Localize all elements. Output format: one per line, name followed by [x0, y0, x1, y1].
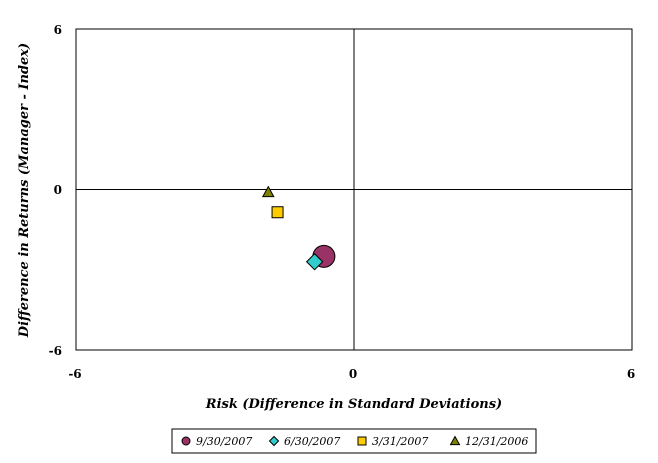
legend-label: 12/31/2006: [465, 435, 528, 448]
legend-marker-circle: [181, 436, 191, 446]
legend-label: 6/30/2007: [284, 435, 340, 448]
legend-marker-triangle: [449, 435, 461, 446]
legend-label: 3/31/2007: [372, 435, 428, 448]
legend-marker-square: [357, 436, 367, 446]
data-points: [261, 185, 336, 271]
y-tick-label-top: 6: [54, 23, 62, 37]
legend-label: 9/30/2007: [196, 435, 252, 448]
x-axis-title: Risk (Difference in Standard Deviations): [205, 397, 502, 412]
x-tick-label-right: 6: [627, 367, 635, 381]
y-tick-label-bottom: -6: [49, 344, 62, 358]
data-point-diamond: [305, 253, 324, 271]
legend-marker-diamond: [268, 435, 280, 447]
x-tick-label-left: -6: [68, 367, 81, 381]
legend-box: [171, 428, 537, 454]
legend: 9/30/2007 6/30/2007 3/31/2007 12/31/2006: [181, 435, 528, 448]
x-tick-label-mid: 0: [349, 367, 357, 381]
y-tick-label-mid: 0: [54, 183, 62, 197]
data-point-triangle: [261, 185, 275, 198]
data-point-square: [271, 206, 284, 219]
y-axis-title: Difference in Returns (Manager - Index): [17, 43, 32, 338]
